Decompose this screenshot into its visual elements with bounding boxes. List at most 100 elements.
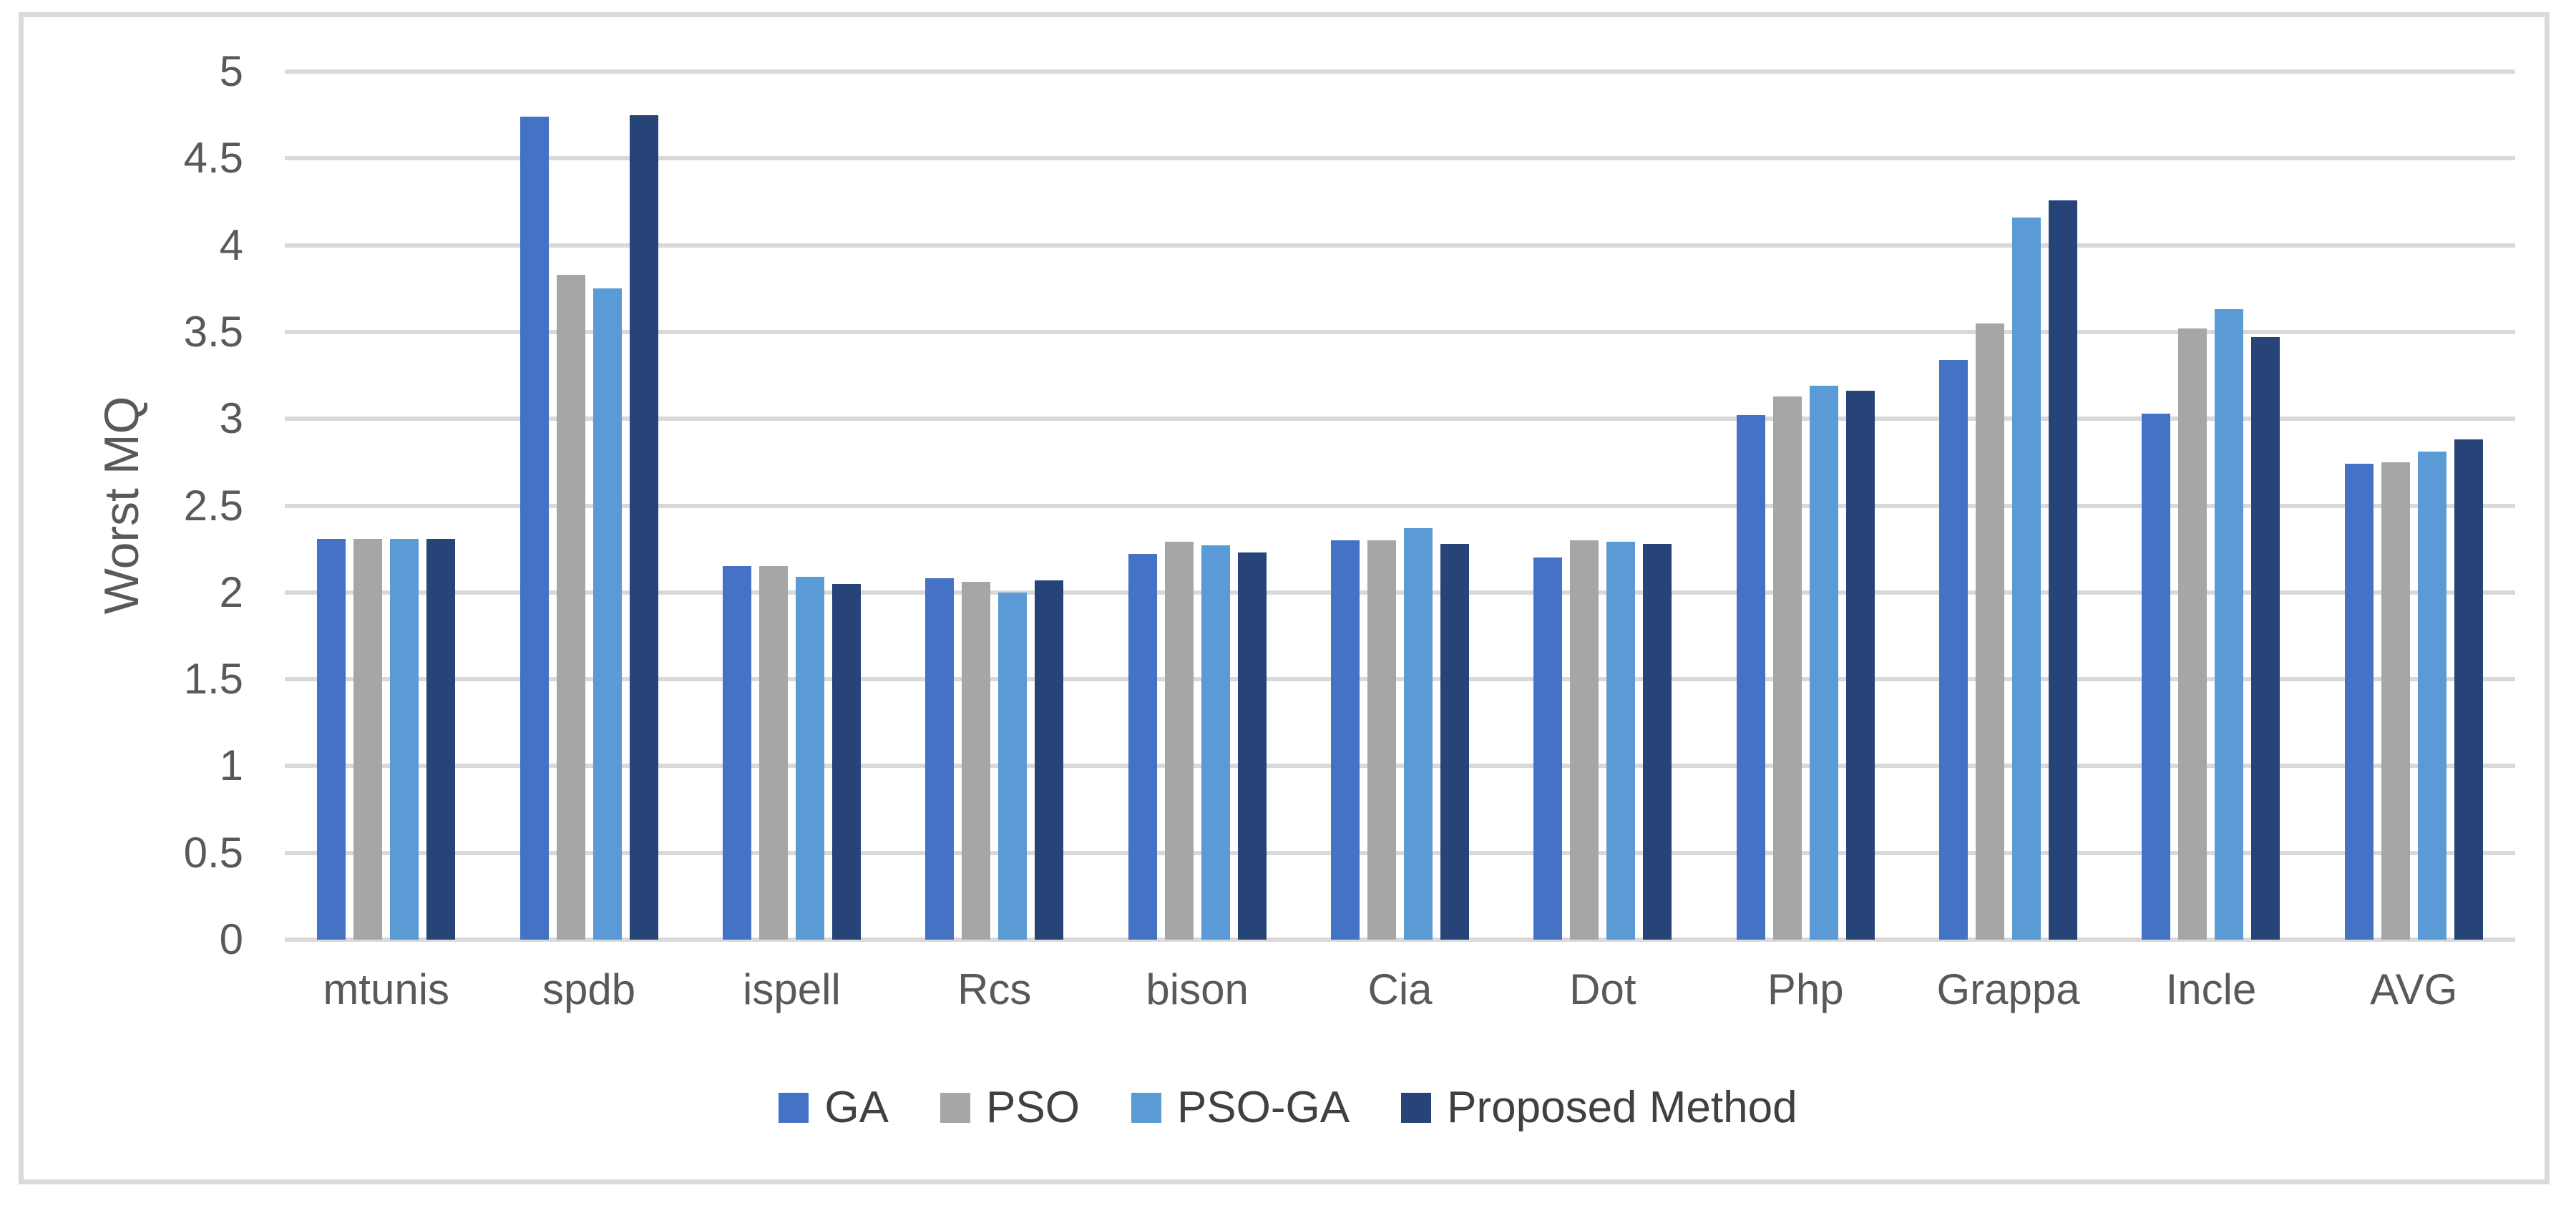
- bar-group-Incle: [2109, 72, 2312, 940]
- bar-Incle-pso-ga: [2215, 309, 2244, 940]
- x-category-label-bison: bison: [1146, 965, 1249, 1013]
- gridline-y-1.5: [285, 677, 2515, 682]
- bar-Grappa-pso: [1976, 323, 2005, 940]
- bar-Incle-ga: [2142, 413, 2171, 940]
- gridline-y-4: [285, 243, 2515, 248]
- bar-Incle-proposed-method: [2251, 337, 2280, 940]
- bar-group-mtunis: [285, 72, 487, 940]
- bar-Php-pso: [1772, 396, 1802, 940]
- bar-mtunis-proposed-method: [426, 538, 456, 940]
- y-tick-label-4: 4: [219, 220, 243, 269]
- bar-ispell-pso-ga: [795, 576, 824, 940]
- gridline-y-3.5: [285, 329, 2515, 334]
- bar-group-ispell: [691, 72, 893, 940]
- legend-label: Proposed Method: [1447, 1083, 1797, 1132]
- bar-group-bison: [1096, 72, 1298, 940]
- bar-group-Dot: [1501, 72, 1704, 940]
- bar-bison-pso-ga: [1201, 545, 1230, 940]
- y-tick-label-1.5: 1.5: [183, 655, 243, 703]
- bar-group-AVG: [2313, 72, 2515, 940]
- y-tick-label-2: 2: [219, 568, 243, 616]
- x-category-label-Dot: Dot: [1569, 965, 1636, 1013]
- gridline-y-2.5: [285, 503, 2515, 508]
- bar-Dot-ga: [1533, 557, 1563, 940]
- bar-mtunis-pso: [353, 538, 383, 940]
- x-category-label-Php: Php: [1767, 965, 1844, 1013]
- bar-Php-proposed-method: [1845, 391, 1875, 940]
- bar-bison-ga: [1128, 554, 1157, 940]
- legend-entry-proposed-method: Proposed Method: [1401, 1082, 1797, 1133]
- y-tick-label-0.5: 0.5: [183, 828, 243, 877]
- legend-label: PSO-GA: [1176, 1083, 1350, 1132]
- bar-group-Rcs: [893, 72, 1096, 940]
- bar-Rcs-ga: [925, 578, 955, 940]
- bar-Cia-ga: [1330, 540, 1360, 940]
- bar-AVG-pso: [2381, 462, 2410, 940]
- y-tick-label-5: 5: [219, 47, 243, 95]
- bar-Dot-pso-ga: [1606, 542, 1636, 940]
- bar-bison-pso: [1164, 542, 1194, 940]
- legend: GA PSO PSO-GA Proposed Method: [0, 1082, 2576, 1133]
- y-tick-label-0: 0: [219, 915, 243, 963]
- bar-ispell-ga: [722, 566, 751, 940]
- y-tick-label-3.5: 3.5: [183, 307, 243, 356]
- bar-AVG-pso-ga: [2417, 452, 2446, 940]
- x-axis-category-labels: mtunis spdb ispell Rcs bison Cia Dot Php Grappa I…: [285, 965, 2515, 1029]
- bar-Rcs-pso: [962, 582, 991, 940]
- x-category-label-Incle: Incle: [2165, 965, 2257, 1013]
- bar-Cia-pso-ga: [1403, 528, 1433, 940]
- legend-marker-icon: [1131, 1092, 1161, 1123]
- bar-Grappa-ga: [1939, 359, 1968, 940]
- bar-Dot-pso: [1570, 540, 1599, 940]
- bar-Grappa-proposed-method: [2049, 200, 2078, 940]
- legend-label: GA: [824, 1083, 889, 1132]
- bar-Cia-pso: [1367, 540, 1396, 940]
- bar-Cia-proposed-method: [1440, 543, 1469, 940]
- legend-label: PSO: [986, 1083, 1080, 1132]
- bar-group-Php: [1704, 72, 1907, 940]
- bar-Php-ga: [1736, 415, 1765, 940]
- x-category-label-ispell: ispell: [743, 965, 841, 1013]
- gridline-y-3: [285, 417, 2515, 422]
- gridline-y-4.5: [285, 156, 2515, 161]
- legend-entry-pso: PSO: [940, 1082, 1080, 1133]
- plot-area: [285, 69, 2515, 942]
- legend-marker-icon: [779, 1092, 809, 1123]
- gridline-y-0: [285, 937, 2515, 942]
- gridline-y-0.5: [285, 850, 2515, 855]
- y-tick-label-2.5: 2.5: [183, 481, 243, 530]
- x-category-label-AVG: AVG: [2370, 965, 2458, 1013]
- bar-AVG-ga: [2344, 464, 2373, 940]
- legend-entry-ga: GA: [779, 1082, 889, 1133]
- bar-Rcs-pso-ga: [998, 592, 1028, 940]
- gridline-y-5: [285, 69, 2515, 74]
- bar-group-Cia: [1299, 72, 1501, 940]
- bar-Incle-pso: [2178, 328, 2207, 940]
- bar-spdb-pso-ga: [592, 288, 622, 940]
- bar-Dot-proposed-method: [1643, 543, 1672, 940]
- bar-spdb-proposed-method: [629, 115, 658, 940]
- bar-Grappa-pso-ga: [2012, 217, 2041, 940]
- gridline-y-1: [285, 764, 2515, 769]
- bar-mtunis-ga: [317, 538, 346, 940]
- y-tick-label-3: 3: [219, 394, 243, 443]
- y-tick-label-1: 1: [219, 741, 243, 790]
- bar-Rcs-proposed-method: [1035, 580, 1064, 940]
- bar-Php-pso-ga: [1809, 386, 1838, 940]
- bar-ispell-proposed-method: [831, 583, 861, 940]
- x-category-label-mtunis: mtunis: [323, 965, 450, 1013]
- legend-marker-icon: [940, 1092, 971, 1123]
- bar-bison-proposed-method: [1237, 552, 1267, 940]
- legend-marker-icon: [1401, 1092, 1432, 1123]
- bar-AVG-proposed-method: [2454, 439, 2483, 940]
- bar-mtunis-pso-ga: [390, 538, 419, 940]
- bar-spdb-ga: [519, 117, 549, 940]
- legend-entry-pso-ga: PSO-GA: [1131, 1082, 1350, 1133]
- gridline-y-2: [285, 590, 2515, 595]
- x-category-label-Grappa: Grappa: [1936, 965, 2080, 1013]
- x-category-label-Rcs: Rcs: [957, 965, 1032, 1013]
- bar-group-Grappa: [1907, 72, 2109, 940]
- bar-ispell-pso: [758, 566, 788, 940]
- bar-group-spdb: [487, 72, 690, 940]
